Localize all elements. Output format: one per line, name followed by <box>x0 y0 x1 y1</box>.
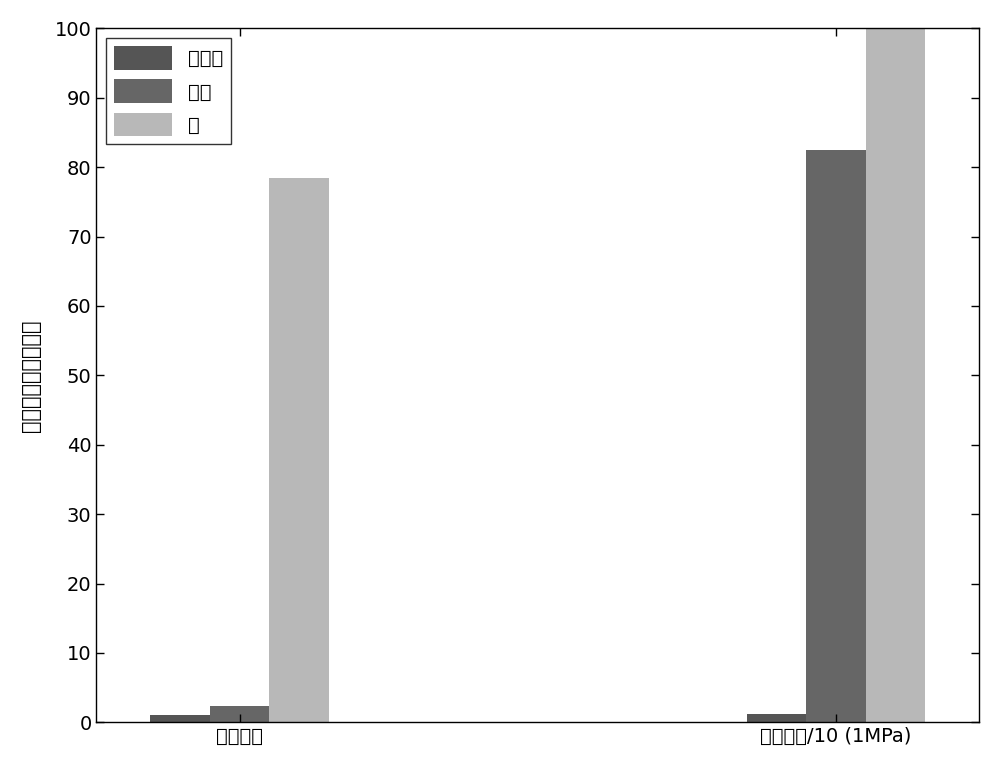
Bar <box>150 716 210 723</box>
Bar <box>806 150 866 723</box>
Bar <box>866 28 925 723</box>
Bar <box>210 706 269 723</box>
Bar <box>269 177 329 723</box>
Y-axis label: 介电常数或平均密度: 介电常数或平均密度 <box>21 319 41 432</box>
Legend: 天然气, 原油, 水: 天然气, 原油, 水 <box>106 38 231 144</box>
Bar <box>747 714 806 723</box>
